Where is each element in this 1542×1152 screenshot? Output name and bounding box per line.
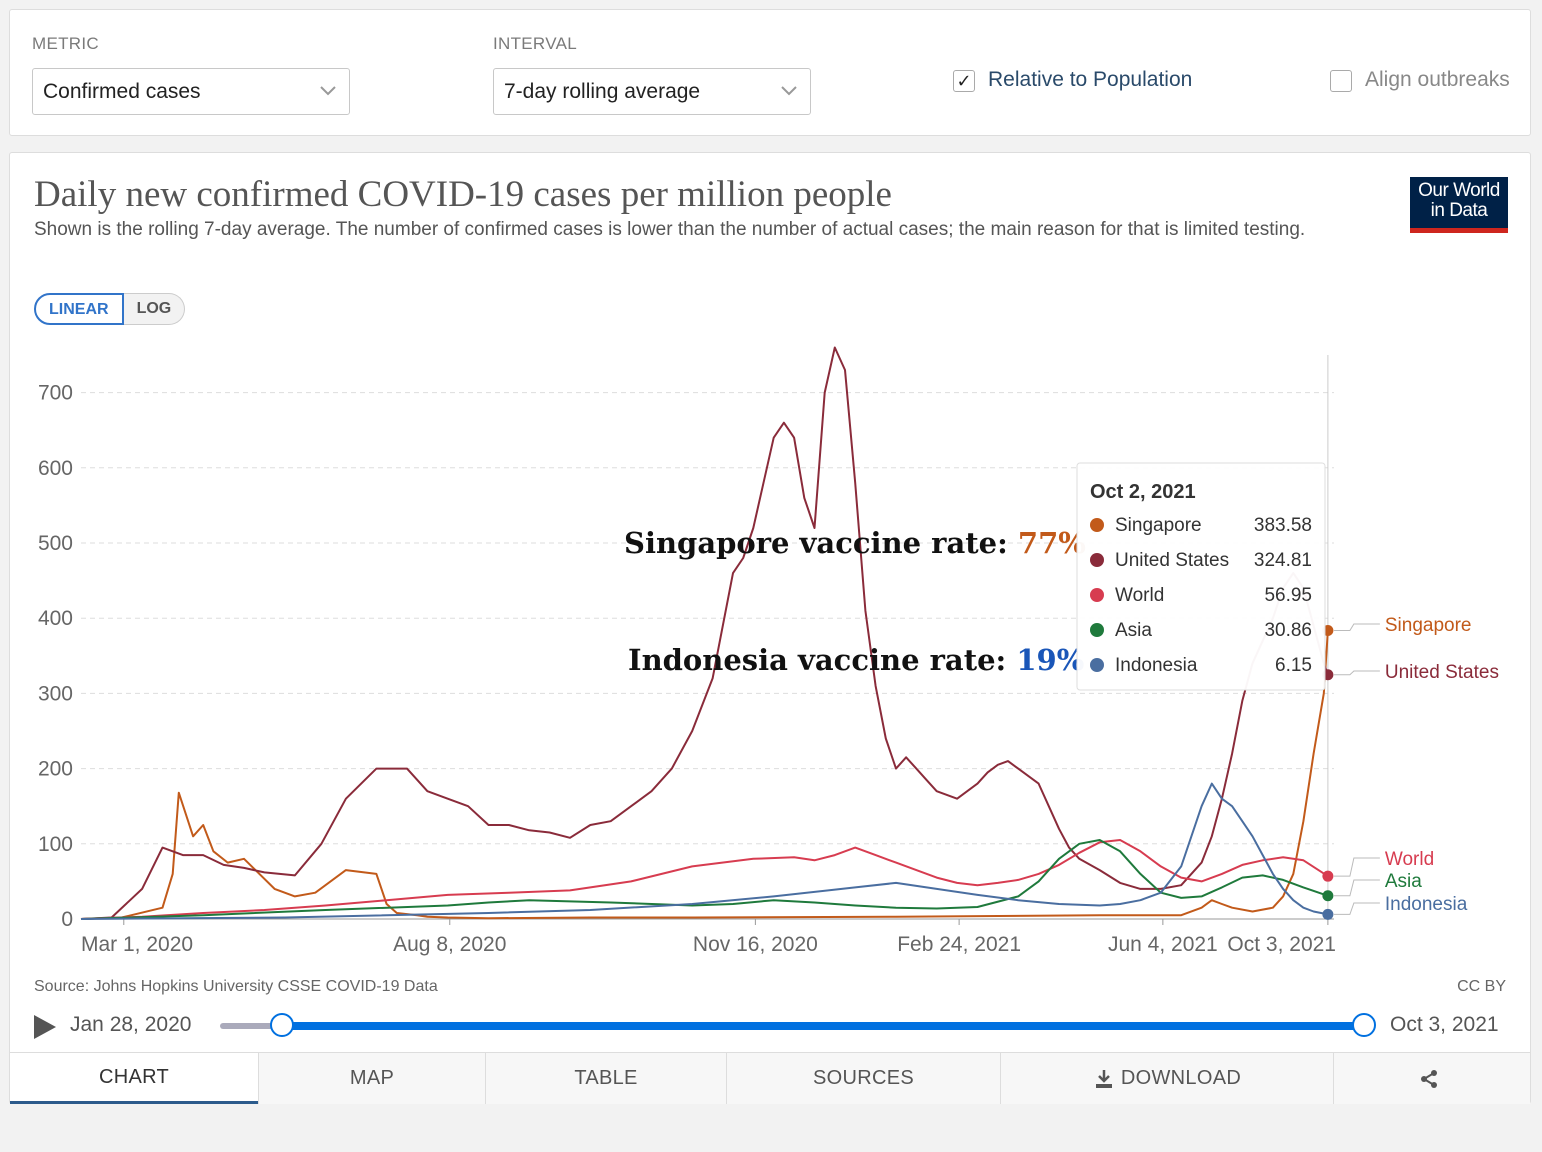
tooltip-swatch <box>1090 588 1104 602</box>
series-line-indonesia <box>80 782 1329 920</box>
relative-population-checkbox[interactable]: ✓ <box>953 70 975 92</box>
tab-chart[interactable]: CHART <box>10 1053 258 1104</box>
tooltip-swatch <box>1090 658 1104 672</box>
series-end-label: Indonesia <box>1385 894 1468 915</box>
relative-population-label[interactable]: Relative to Population <box>988 68 1193 91</box>
align-outbreaks-checkbox[interactable] <box>1330 70 1352 92</box>
tab-download-label: DOWNLOAD <box>1120 1067 1242 1089</box>
tooltip-series-value: 6.15 <box>1275 655 1312 676</box>
chart-subtitle: Shown is the rolling 7-day average. The … <box>34 219 1306 240</box>
logo-line2: in Data <box>1430 200 1488 221</box>
tooltip-series-name: Asia <box>1115 620 1152 641</box>
series-line-asia <box>80 839 1329 920</box>
label-leader <box>1333 623 1380 632</box>
controls-panel: METRIC Confirmed cases INTERVAL 7-day ro… <box>9 9 1531 136</box>
tooltip-date: Oct 2, 2021 <box>1090 481 1196 503</box>
chevron-down-icon <box>781 86 797 96</box>
tooltip-swatch <box>1090 518 1104 532</box>
y-tick-label: 0 <box>61 908 73 931</box>
metric-select[interactable]: Confirmed cases <box>32 68 350 115</box>
series-end-label: United States <box>1385 662 1499 683</box>
interval-select[interactable]: 7-day rolling average <box>493 68 811 115</box>
singapore-annotation-prefix: Singapore vaccine rate: <box>624 526 1018 560</box>
tooltip-swatch <box>1090 623 1104 637</box>
share-button[interactable] <box>1333 1053 1530 1104</box>
tooltip-series-value: 30.86 <box>1264 620 1312 641</box>
interval-select-value: 7-day rolling average <box>504 80 701 103</box>
svg-text:Indonesia vaccine rate: 19%: Indonesia vaccine rate: 19% <box>628 643 1084 677</box>
x-tick-label: Jun 4, 2021 <box>1108 933 1218 956</box>
share-icon <box>1421 1069 1437 1088</box>
timeline-start-handle[interactable] <box>270 1013 294 1037</box>
align-outbreaks-label[interactable]: Align outbreaks <box>1365 68 1510 91</box>
tab-sources[interactable]: SOURCES <box>726 1053 1000 1104</box>
label-leader <box>1333 879 1380 897</box>
series-line-singapore <box>80 630 1329 920</box>
download-icon <box>1095 1069 1112 1088</box>
tab-bar: CHART MAP TABLE SOURCES DOWNLOAD <box>10 1052 1530 1104</box>
svg-text:Singapore vaccine rate: 77%: Singapore vaccine rate: 77% <box>624 526 1086 560</box>
x-tick-label: Nov 16, 2020 <box>693 933 818 956</box>
tooltip-series-value: 383.58 <box>1254 515 1312 536</box>
tooltip-series-value: 56.95 <box>1264 585 1312 606</box>
y-tick-label: 700 <box>38 382 73 405</box>
timeline-start-date: Jan 28, 2020 <box>70 1013 192 1036</box>
scale-toggle: LINEAR LOG <box>34 293 186 325</box>
tab-table[interactable]: TABLE <box>485 1053 726 1104</box>
series-endpoint <box>1322 870 1334 882</box>
log-scale-button[interactable]: LOG <box>123 293 186 325</box>
timeline: Jan 28, 2020 Oct 3, 2021 <box>34 1011 1514 1041</box>
y-tick-label: 300 <box>38 682 73 705</box>
series-line-united-states <box>80 346 1329 920</box>
y-tick-label: 600 <box>38 457 73 480</box>
source-note: Source: Johns Hopkins University CSSE CO… <box>34 978 438 995</box>
license-link[interactable]: CC BY <box>1457 978 1506 995</box>
chart-title: Daily new confirmed COVID-19 cases per m… <box>34 174 892 215</box>
line-chart: 0 100 200 300 400 500 600 700 Mar 1, 2020 Aug 8,… <box>38 346 1499 956</box>
tooltip-series-name: United States <box>1115 550 1229 571</box>
owid-logo[interactable]: Our World in Data <box>1410 177 1508 233</box>
tab-map[interactable]: MAP <box>258 1053 485 1104</box>
chart-card: Daily new confirmed COVID-19 cases per m… <box>9 152 1531 1104</box>
x-tick-label: Mar 1, 2020 <box>81 933 193 956</box>
tooltip: Oct 2, 2021 Singapore 383.58 United States… <box>1076 462 1326 691</box>
tooltip-series-name: World <box>1115 585 1164 606</box>
timeline-end-date: Oct 3, 2021 <box>1390 1013 1499 1036</box>
linear-scale-button[interactable]: LINEAR <box>34 293 124 325</box>
logo-line1: Our World <box>1418 180 1500 201</box>
series-end-label: Asia <box>1385 871 1422 892</box>
indonesia-annotation-value: 19% <box>1016 643 1084 677</box>
series-end-label: Singapore <box>1385 615 1472 636</box>
x-tick-label: Feb 24, 2021 <box>897 933 1021 956</box>
tooltip-series-name: Indonesia <box>1115 655 1198 676</box>
series-endpoint <box>1322 908 1334 920</box>
y-tick-label: 200 <box>38 758 73 781</box>
tab-download[interactable]: DOWNLOAD <box>1000 1053 1333 1104</box>
chevron-down-icon <box>320 86 336 96</box>
y-tick-label: 100 <box>38 833 73 856</box>
series-endpoint <box>1322 890 1334 902</box>
indonesia-annotation-prefix: Indonesia vaccine rate: <box>628 643 1016 677</box>
interval-label: INTERVAL <box>493 34 577 53</box>
metric-label: METRIC <box>32 34 99 53</box>
timeline-end-handle[interactable] <box>1352 1013 1376 1037</box>
tooltip-swatch <box>1090 553 1104 567</box>
label-leader <box>1333 670 1380 676</box>
timeline-selected-range <box>282 1022 1365 1030</box>
singapore-annotation-value: 77% <box>1018 526 1086 560</box>
label-leader <box>1333 857 1380 877</box>
x-tick-label: Oct 3, 2021 <box>1227 933 1336 956</box>
metric-select-value: Confirmed cases <box>43 80 201 103</box>
tooltip-series-value: 324.81 <box>1254 550 1312 571</box>
play-icon[interactable] <box>34 1015 56 1039</box>
y-tick-label: 400 <box>38 607 73 630</box>
x-tick-label: Aug 8, 2020 <box>393 933 506 956</box>
y-tick-label: 500 <box>38 532 73 555</box>
series-line-world <box>80 839 1329 920</box>
tooltip-series-name: Singapore <box>1115 515 1202 536</box>
series-end-label: World <box>1385 849 1434 870</box>
label-leader <box>1333 902 1380 915</box>
